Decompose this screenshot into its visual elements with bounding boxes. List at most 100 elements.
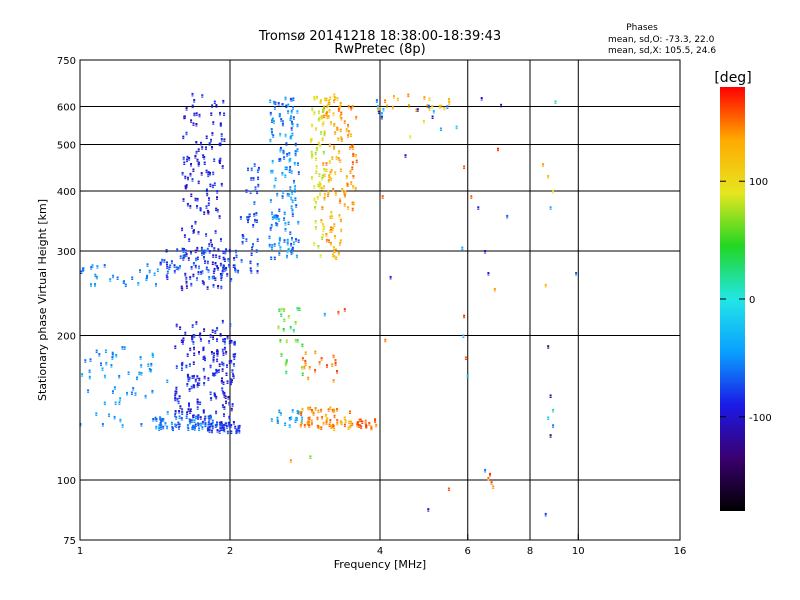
data-point [119,397,122,400]
data-point [213,373,216,375]
data-point-tail [325,422,328,424]
data-point [156,268,159,271]
data-point-tail [269,114,272,116]
data-point-tail [215,371,218,373]
data-point [209,391,212,394]
data-point [222,256,225,259]
data-point-tail [317,247,320,249]
data-point [194,249,197,252]
data-point [212,275,215,278]
data-point-tail [220,288,223,290]
data-point [112,274,115,277]
data-point-tail [235,252,237,254]
data-point [90,283,92,286]
data-point [115,353,118,356]
data-point-tail [285,373,288,375]
data-point [185,184,188,187]
data-point [284,174,287,177]
data-point-tail [228,343,231,345]
data-point-tail [470,197,473,199]
data-point [181,171,184,174]
data-point-tail [278,311,281,313]
data-point-tail [166,428,169,430]
data-point [178,410,181,412]
data-point-tail [239,218,242,220]
data-point-tail [216,340,218,342]
data-point-tail [214,232,217,234]
data-point-tail [103,404,106,406]
data-point-tail [292,243,295,245]
data-point [359,418,362,421]
data-point [339,200,342,203]
data-point [319,143,322,146]
data-point [297,410,300,413]
data-point-tail [103,377,106,379]
data-point [337,137,340,140]
data-point [408,104,410,107]
data-point-tail [308,368,311,370]
data-point-tail [283,241,286,243]
data-point-tail [223,343,226,345]
data-point-tail [351,204,354,206]
data-point-tail [389,278,392,280]
data-point-tail [196,249,199,251]
data-point [301,343,304,346]
data-point-tail [352,187,355,189]
data-point [282,328,285,330]
data-point-tail [206,430,209,432]
data-point [215,368,218,371]
data-point [220,238,222,241]
data-point-tail [218,432,221,434]
data-point-tail [284,230,287,232]
data-point [328,101,331,104]
data-point-tail [448,100,450,102]
data-point [203,211,206,214]
data-point [220,133,223,136]
data-point [339,420,342,423]
data-point-tail [152,420,155,422]
data-point [246,216,249,219]
data-point-tail [238,432,241,434]
data-point [329,215,332,218]
data-point-tail [201,96,204,98]
data-point [256,169,259,172]
data-point [136,376,138,379]
data-point-tail [200,425,202,427]
data-point-tail [189,175,192,177]
data-point [227,421,230,424]
data-point-tail [192,343,195,345]
data-point [213,352,215,355]
data-point-tail [315,129,318,131]
data-point [320,187,323,189]
data-point-tail [290,199,293,201]
data-point [337,252,340,254]
data-point [333,414,336,417]
data-point-tail [272,136,275,138]
data-point-tail [196,403,199,405]
data-point-tail [290,137,293,139]
data-point-tail [333,252,336,253]
data-point [351,422,354,425]
data-point [283,156,286,159]
data-point-tail [279,248,282,250]
data-point [334,362,337,365]
data-point [189,408,192,411]
data-point-tail [235,432,238,434]
data-point [198,377,201,380]
data-point [290,115,292,118]
data-point-tail [318,363,321,365]
data-point [187,374,190,377]
data-point-tail [314,353,317,355]
data-point [181,411,184,414]
data-point-tail [225,269,228,271]
data-point-tail [487,479,490,481]
data-point [345,175,348,178]
data-point [340,136,343,139]
data-point-tail [320,133,323,135]
data-point-tail [310,422,313,423]
data-point-tail [269,141,272,143]
data-point [448,98,450,100]
data-point [159,421,162,424]
data-point [185,276,188,279]
data-point [269,138,272,141]
